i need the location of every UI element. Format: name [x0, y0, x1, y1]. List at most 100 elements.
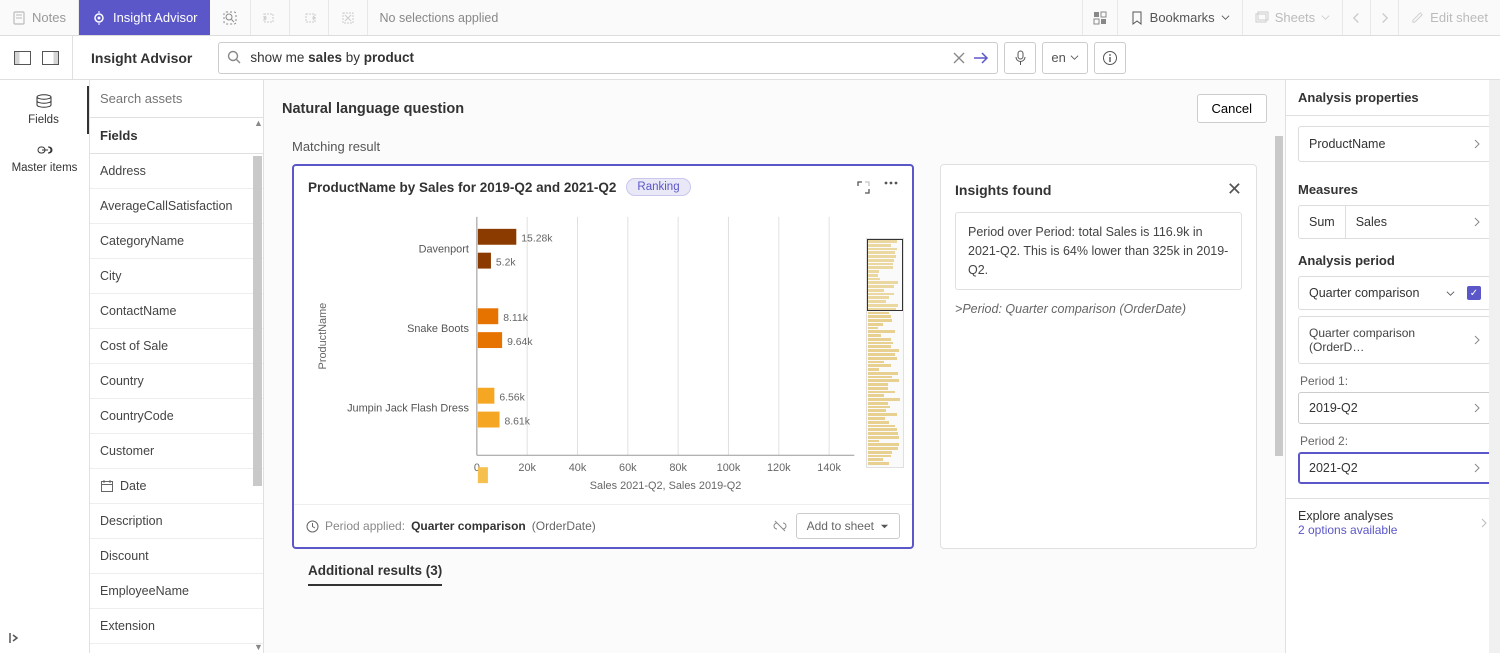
- chevron-down-icon: [1446, 289, 1455, 298]
- field-item[interactable]: EmployeeName: [90, 574, 263, 609]
- matching-result-label: Matching result: [264, 133, 1285, 164]
- chevron-down-icon: [1321, 13, 1330, 22]
- svg-text:140k: 140k: [817, 462, 841, 474]
- field-item[interactable]: Description: [90, 504, 263, 539]
- expand-rail-button[interactable]: [8, 631, 22, 645]
- link-icon: [36, 142, 54, 158]
- cancel-button[interactable]: Cancel: [1197, 94, 1267, 123]
- fields-list: AddressAverageCallSatisfactionCategoryNa…: [90, 154, 263, 653]
- insight-advisor-button[interactable]: Insight Advisor: [79, 0, 210, 35]
- fields-search[interactable]: [90, 80, 263, 118]
- field-item[interactable]: Address: [90, 154, 263, 189]
- notes-label: Notes: [32, 10, 66, 25]
- field-item[interactable]: Customer: [90, 434, 263, 469]
- chart-title: ProductName by Sales for 2019-Q2 and 202…: [308, 180, 616, 195]
- svg-text:120k: 120k: [767, 462, 791, 474]
- main-area: Natural language question Cancel Matchin…: [264, 80, 1285, 653]
- fields-panel: ▲ Fields AddressAverageCallSatisfactionC…: [90, 80, 264, 653]
- more-icon[interactable]: [884, 181, 898, 194]
- period-sub[interactable]: Quarter comparison (OrderD…: [1298, 316, 1492, 364]
- sheets-label: Sheets: [1275, 10, 1315, 25]
- insight-text: Period over Period: total Sales is 116.9…: [955, 212, 1242, 290]
- selection-forward-button[interactable]: [290, 0, 329, 35]
- search-box[interactable]: show me sales by product: [218, 42, 998, 74]
- right-panel-toggle[interactable]: [36, 44, 64, 72]
- rail-fields[interactable]: Fields: [0, 86, 89, 134]
- right-panel: Analysis properties ProductName Measures…: [1285, 80, 1500, 653]
- bookmark-icon: [1130, 11, 1144, 25]
- clear-selections-button[interactable]: [329, 0, 368, 35]
- left-panel-toggle[interactable]: [8, 44, 36, 72]
- scroll-up-icon[interactable]: ▲: [254, 120, 261, 127]
- sheets-button[interactable]: Sheets: [1242, 0, 1342, 35]
- fullscreen-icon[interactable]: [857, 181, 870, 194]
- svg-text:Jumpin Jack Flash Dress: Jumpin Jack Flash Dress: [347, 403, 469, 415]
- minimap-window[interactable]: [867, 239, 903, 311]
- chevron-right-icon: [1473, 335, 1481, 345]
- chevron-right-icon: [1473, 403, 1481, 413]
- caret-down-icon: [880, 522, 889, 531]
- svg-text:8.61k: 8.61k: [504, 417, 530, 428]
- search-icon: [227, 50, 242, 65]
- field-item[interactable]: Cost of Sale: [90, 329, 263, 364]
- main-scrollbar-thumb[interactable]: [1275, 136, 1283, 456]
- scrollbar-thumb[interactable]: [253, 156, 262, 486]
- period-applied: Period applied: Quarter comparison (Orde…: [306, 519, 596, 533]
- selections-tool-button[interactable]: [1082, 0, 1117, 35]
- search-input[interactable]: show me sales by product: [250, 50, 945, 65]
- nlq-label: Natural language question: [282, 101, 464, 117]
- rail-master-items[interactable]: Master items: [0, 134, 89, 182]
- bookmarks-button[interactable]: Bookmarks: [1117, 0, 1242, 35]
- field-item[interactable]: Date: [90, 469, 263, 504]
- svg-text:6.56k: 6.56k: [499, 393, 525, 404]
- period1-label: Period 1:: [1300, 374, 1500, 388]
- measure-chip[interactable]: Sum Sales: [1298, 205, 1492, 239]
- field-item[interactable]: AverageCallSatisfaction: [90, 189, 263, 224]
- fields-search-input[interactable]: [100, 91, 253, 106]
- dimension-chip[interactable]: ProductName: [1298, 126, 1492, 162]
- add-to-sheet-button[interactable]: Add to sheet: [796, 513, 900, 539]
- sheets-icon: [1255, 11, 1269, 25]
- break-link-icon[interactable]: [772, 519, 788, 533]
- period-enabled-checkbox[interactable]: ✓: [1467, 286, 1481, 300]
- period1-value[interactable]: 2019-Q2: [1298, 392, 1492, 424]
- explore-analyses[interactable]: Explore analyses 2 options available: [1286, 498, 1500, 547]
- calendar-icon: [100, 479, 114, 493]
- chart-body: 020k40k60k80k100k120k140k15.28k5.2kDaven…: [294, 204, 912, 504]
- database-icon: [35, 94, 53, 110]
- clear-search-icon[interactable]: [953, 52, 965, 64]
- period-group[interactable]: Quarter comparison ✓: [1298, 276, 1492, 310]
- chevron-right-icon: [1480, 518, 1488, 528]
- field-item[interactable]: ContactName: [90, 294, 263, 329]
- field-item[interactable]: CountryCode: [90, 399, 263, 434]
- field-item[interactable]: Country: [90, 364, 263, 399]
- scroll-down-icon[interactable]: ▼: [254, 644, 261, 651]
- field-item[interactable]: Extension: [90, 609, 263, 644]
- svg-text:100k: 100k: [717, 462, 741, 474]
- field-item[interactable]: Discount: [90, 539, 263, 574]
- period2-value[interactable]: 2021-Q2: [1298, 452, 1492, 484]
- chart-minimap[interactable]: [866, 238, 904, 468]
- analysis-period-label: Analysis period: [1298, 253, 1500, 268]
- edit-sheet-button[interactable]: Edit sheet: [1398, 0, 1500, 35]
- smart-search-button[interactable]: [210, 0, 251, 35]
- selection-back-button[interactable]: [251, 0, 290, 35]
- page-title: Insight Advisor: [73, 50, 210, 66]
- additional-results-tab[interactable]: Additional results (3): [308, 563, 442, 586]
- submit-search-icon[interactable]: [973, 51, 989, 65]
- right-scrollbar[interactable]: [1489, 80, 1500, 653]
- voice-input-button[interactable]: [1004, 42, 1036, 74]
- svg-text:ProductName: ProductName: [317, 303, 329, 370]
- insight-icon: [91, 10, 107, 26]
- field-item[interactable]: CategoryName: [90, 224, 263, 259]
- svg-text:Snake Boots: Snake Boots: [407, 323, 469, 335]
- prev-sheet-button[interactable]: [1342, 0, 1370, 35]
- insights-card: Insights found ✕ Period over Period: tot…: [940, 164, 1257, 549]
- field-item[interactable]: City: [90, 259, 263, 294]
- info-button[interactable]: [1094, 42, 1126, 74]
- next-sheet-button[interactable]: [1370, 0, 1398, 35]
- close-icon[interactable]: ✕: [1227, 179, 1242, 200]
- notes-button[interactable]: Notes: [0, 0, 79, 35]
- fields-header: Fields: [90, 118, 263, 154]
- language-selector[interactable]: en: [1042, 42, 1087, 74]
